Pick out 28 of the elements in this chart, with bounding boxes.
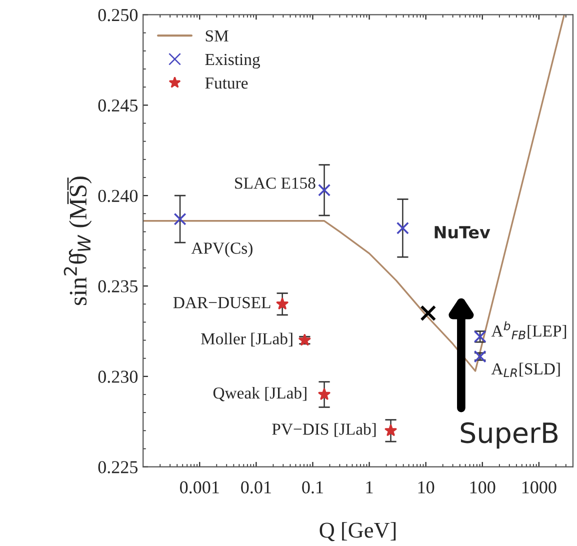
annotation: A$_{LR}$[SLD] bbox=[491, 362, 560, 378]
annotation: A$^{b}$$_{FB}$[LEP] bbox=[491, 321, 566, 340]
y-tick-label: 0.230 bbox=[98, 370, 138, 383]
annotation: APV(Cs) bbox=[191, 242, 252, 258]
legend-label: Existing bbox=[205, 54, 260, 69]
x-axis-title: Q [GeV] bbox=[320, 522, 396, 542]
x-tick-label: 1 bbox=[366, 481, 373, 494]
annotation: SLAC E158 bbox=[235, 178, 316, 189]
x-tick-label: 0.001 bbox=[180, 481, 219, 494]
x-tick-label: 0.1 bbox=[302, 481, 323, 494]
x-tick-label: 10 bbox=[418, 481, 434, 494]
y-tick-label: 0.250 bbox=[98, 9, 138, 22]
annotation: PV−DIS [JLab] bbox=[272, 423, 376, 437]
y-axis-title: sin$^{2}$θ̂$_{W}$ (M̅S̅) bbox=[64, 176, 92, 306]
y-tick-label: 0.240 bbox=[98, 190, 138, 202]
x-tick-label: 0.01 bbox=[241, 481, 271, 494]
annotation: NuTev bbox=[434, 226, 490, 239]
annotation: Qweak [JLab] bbox=[213, 386, 306, 402]
y-tick-label: 0.235 bbox=[98, 280, 138, 293]
y-tick-label: 0.225 bbox=[98, 461, 138, 474]
annotation: DAR−DUSEL bbox=[173, 297, 270, 308]
y-tick-label: 0.245 bbox=[98, 99, 138, 112]
annotation: Moller [JLab] bbox=[201, 332, 292, 346]
legend-label: SM bbox=[206, 30, 228, 42]
legend-label: Future bbox=[205, 78, 248, 89]
x-tick-label: 100 bbox=[470, 481, 496, 494]
annotation: SuperB bbox=[460, 422, 558, 449]
x-tick-label: 1000 bbox=[522, 481, 556, 494]
